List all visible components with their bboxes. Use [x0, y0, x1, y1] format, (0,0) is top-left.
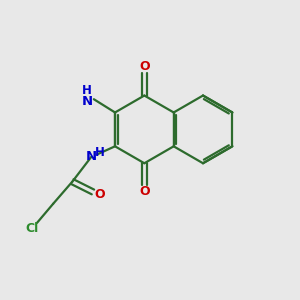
Text: O: O [139, 61, 150, 74]
Text: O: O [94, 188, 105, 201]
Text: N: N [82, 95, 93, 108]
Text: H: H [95, 146, 105, 159]
Text: O: O [139, 185, 150, 198]
Text: H: H [82, 85, 92, 98]
Text: N: N [86, 150, 97, 163]
Text: Cl: Cl [25, 222, 38, 235]
